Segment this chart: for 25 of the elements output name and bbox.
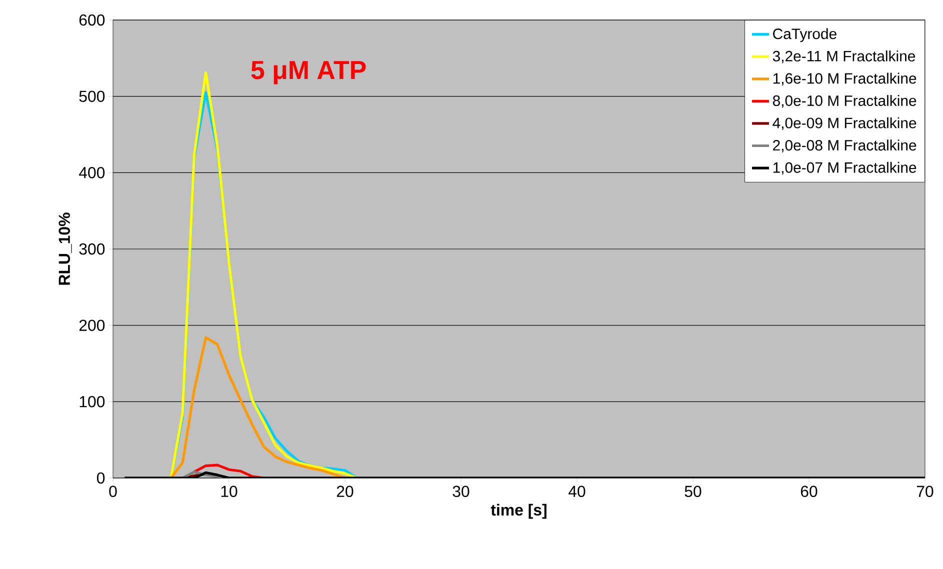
x-tick-label: 60: [800, 486, 818, 498]
y-tick-label: 600: [79, 14, 105, 26]
x-tick-label: 70: [916, 486, 934, 498]
y-tick-label: 100: [80, 396, 105, 408]
x-tick-label: 10: [221, 486, 238, 498]
x-tick-label: 20: [336, 486, 354, 498]
annotation: 5 μM ATP: [251, 61, 366, 84]
y-tick-label: 500: [79, 90, 105, 102]
legend-label: 8,0e-10 M Fractalkine: [772, 95, 916, 108]
y-tick-label: 200: [79, 320, 105, 331]
legend-label: 4,0e-09 M Fractalkine: [772, 117, 916, 130]
x-tick-label: 0: [109, 486, 117, 498]
x-tick-label: 40: [568, 486, 586, 498]
y-tick-label: 400: [78, 167, 105, 178]
y-tick-label: 0: [96, 472, 105, 484]
legend-label: 2,0e-08 M Fractalkine: [773, 140, 916, 152]
x-axis-title: time [s]: [490, 504, 546, 519]
legend-label: 1,0e-07 M Fractalkine: [773, 162, 916, 175]
legend-label: 1,6e-10 M Fractalkine: [773, 72, 916, 86]
legend-label: 3,2e-11 M Fractalkine: [772, 50, 916, 64]
legend-label: CaTyrode: [773, 28, 836, 42]
x-tick-label: 50: [684, 486, 702, 498]
y-tick-label: 300: [79, 243, 105, 255]
y-axis-title: RLU_10%: [58, 212, 72, 285]
x-tick-label: 30: [452, 486, 470, 498]
